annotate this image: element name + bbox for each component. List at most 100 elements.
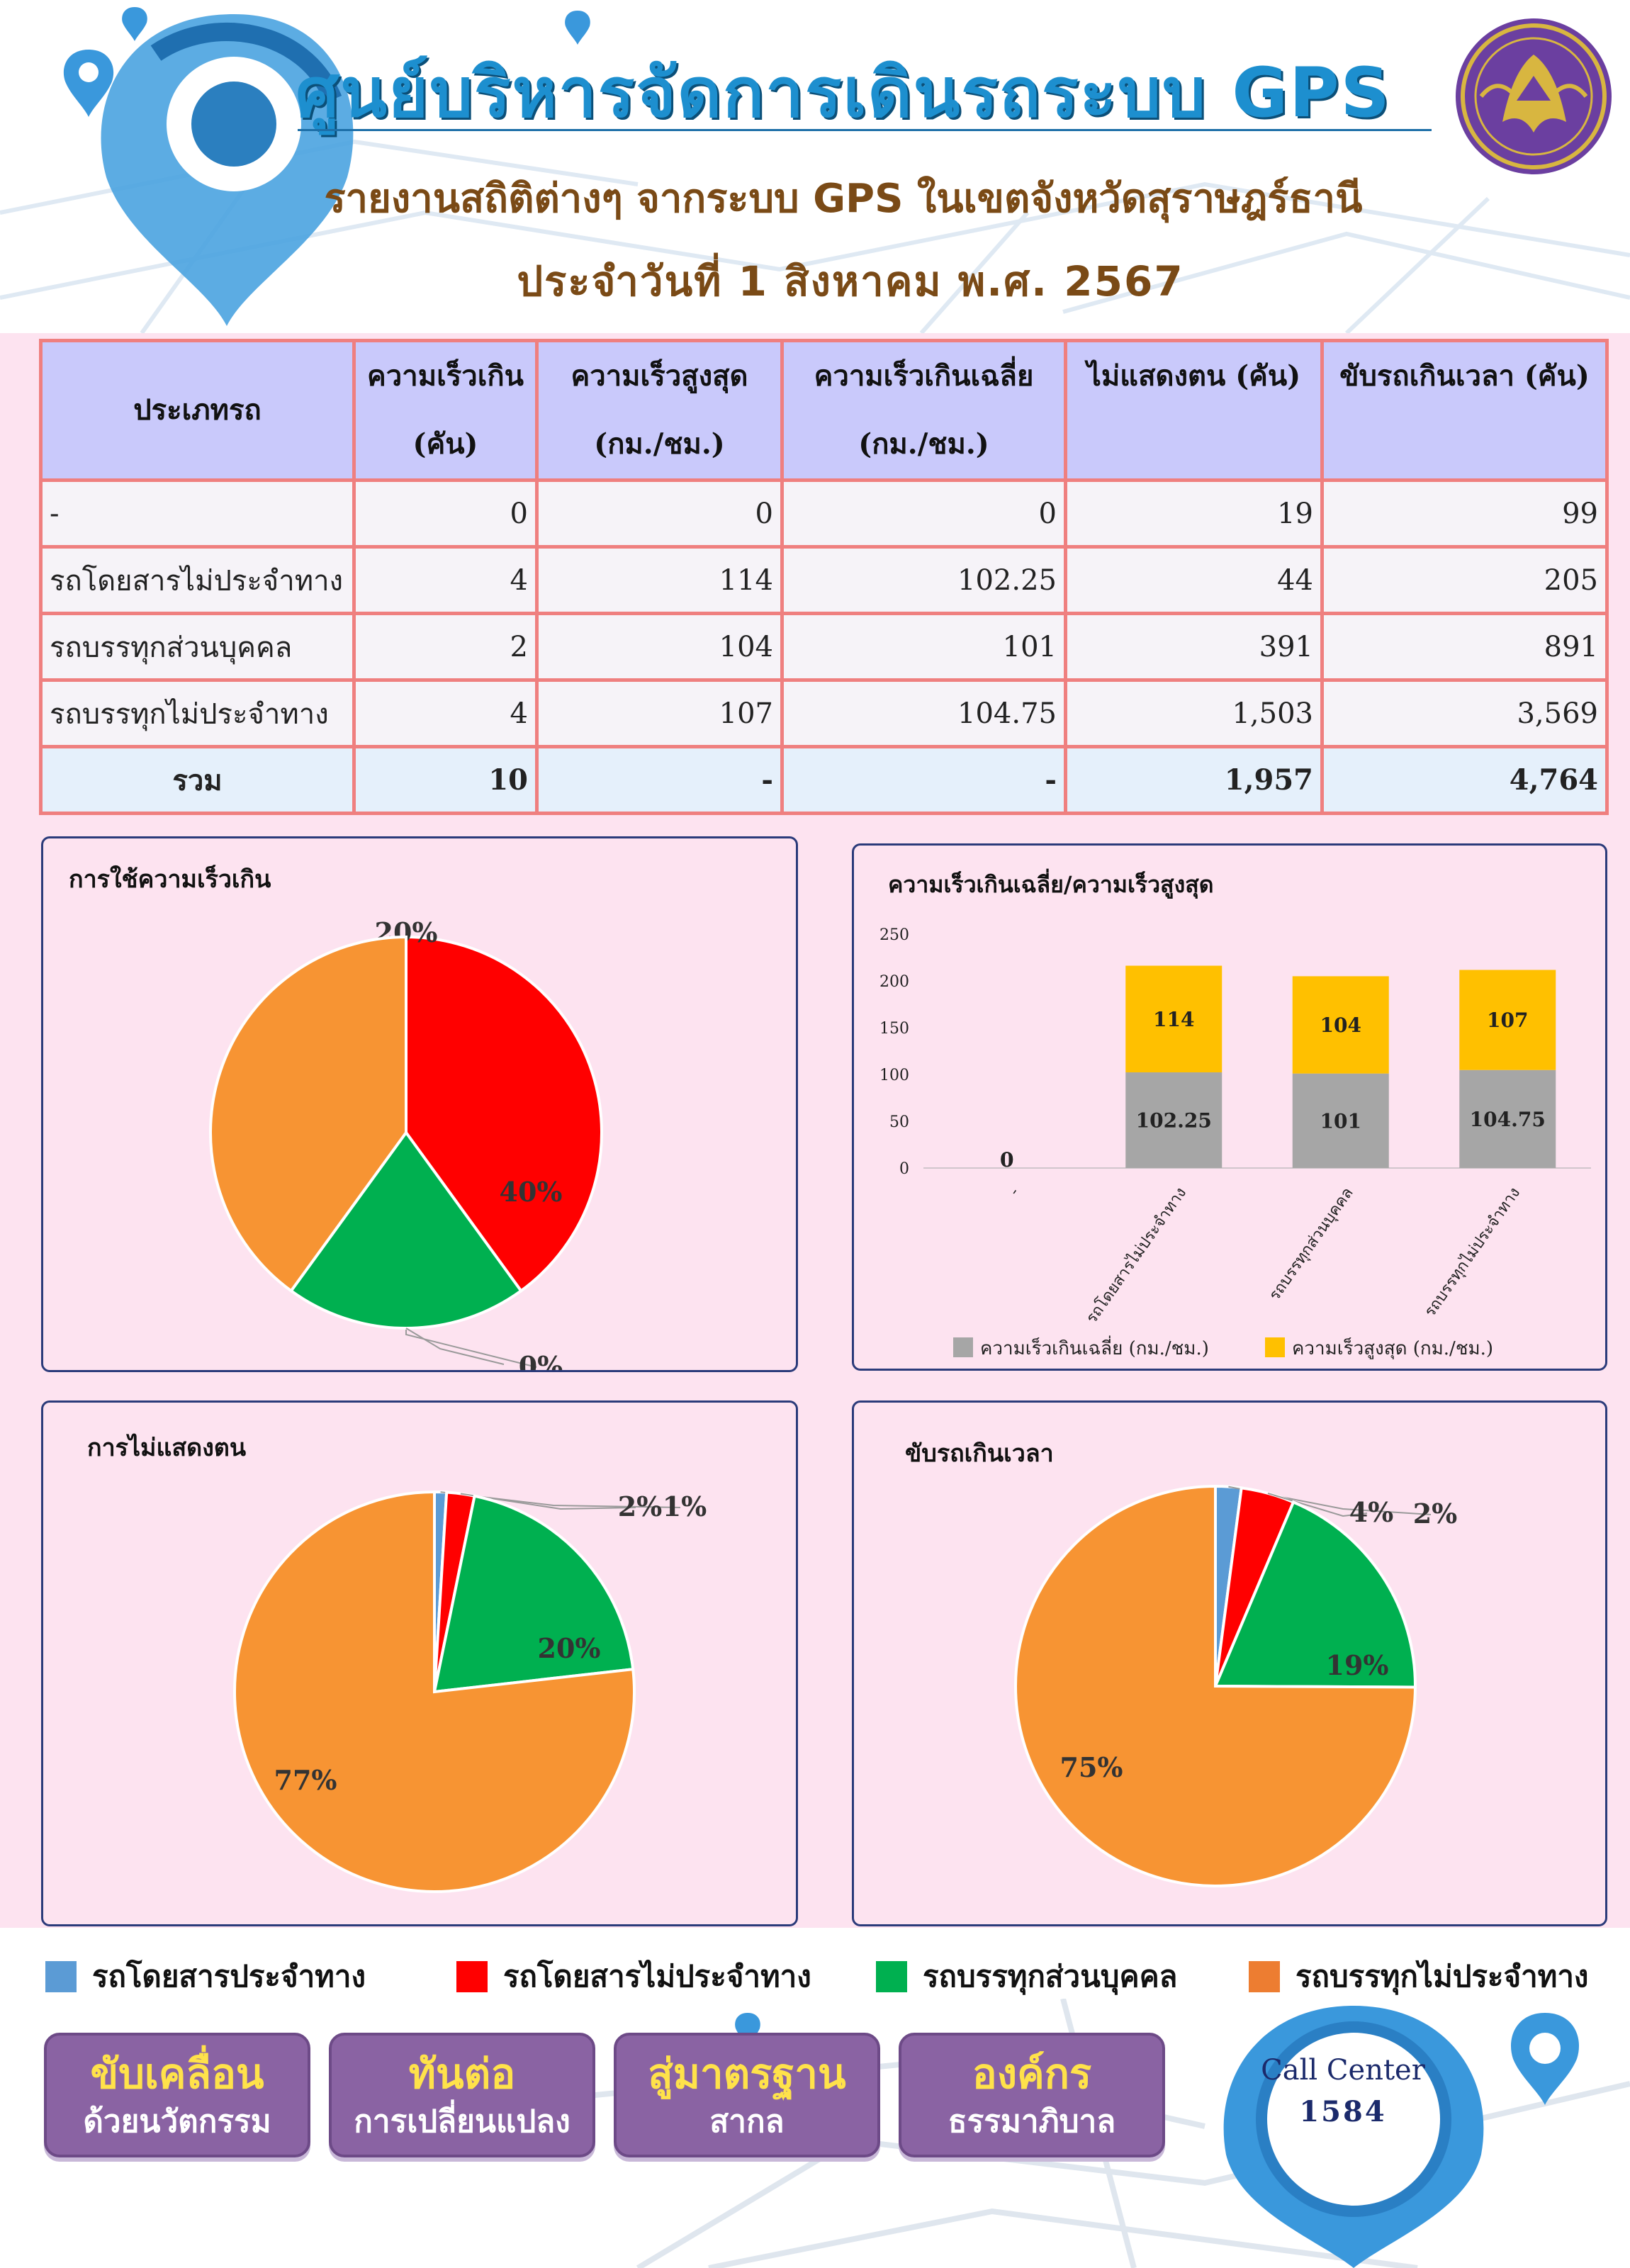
- legend-item: รถบรรทุกส่วนบุคคล: [876, 1953, 1177, 1994]
- table-cell: -: [535, 745, 784, 815]
- bar-segment: [1125, 1072, 1222, 1168]
- pie-slice: [1014, 1484, 1417, 1887]
- x-tick-label: รถบรรทุกไม่ประจำทาง: [1421, 1184, 1524, 1320]
- bar-data-label: 104.75: [1470, 1108, 1546, 1131]
- pie-data-label: 40%: [500, 1176, 563, 1208]
- y-tick-label: 0: [899, 1160, 909, 1178]
- table-cell: 0: [535, 478, 784, 549]
- header-speeding-count: ความเร็วเกิน (คัน): [352, 339, 539, 482]
- table-cell: 10: [352, 745, 539, 815]
- table-total-row: รวม 10 - - 1,957 4,764: [39, 745, 1609, 815]
- bar-data-label: 0: [1000, 1148, 1013, 1172]
- table-cell: รถบรรทุกส่วนบุคคล: [39, 612, 356, 682]
- slogan-governance: องค์กร ธรรมาภิบาล: [899, 2033, 1165, 2157]
- table-cell: 102.25: [780, 545, 1067, 615]
- bar-segment: [1459, 1070, 1556, 1168]
- header-vehicle-type: ประเภทรถ: [39, 339, 356, 482]
- table-cell: 0: [780, 478, 1067, 549]
- legend-swatch: [456, 1961, 488, 1992]
- bar-data-label: 102.25: [1136, 1109, 1212, 1133]
- legend-swatch: [876, 1961, 907, 1992]
- table-cell: 104.75: [780, 678, 1067, 748]
- pie-data-label: 20%: [538, 1632, 601, 1664]
- table-cell: 3,569: [1320, 678, 1609, 748]
- report-header: ศูนย์บริหารจัดการเดินรถระบบ GPS รายงานสถ…: [0, 0, 1630, 333]
- slogan-standard: สู่มาตรฐาน สากล: [614, 2033, 880, 2157]
- legend-swatch: [953, 1337, 973, 1357]
- speed-bar-chart-panel: ความเร็วเกินเฉลี่ย/ความเร็วสูงสุด 0 50 100…: [852, 843, 1607, 1371]
- statistics-table: ประเภทรถ ความเร็วเกิน (คัน) ความเร็วสูงสุ…: [39, 339, 1609, 815]
- table-row: รถโดยสารไม่ประจำทาง 4 114 102.25 44 205: [39, 545, 1609, 615]
- table-cell: 19: [1064, 478, 1324, 549]
- table-cell: 391: [1064, 612, 1324, 682]
- table-cell: 104: [535, 612, 784, 682]
- legend-item: รถโดยสารไม่ประจำทาง: [456, 1953, 811, 1994]
- bar-data-label: 107: [1487, 1009, 1528, 1032]
- leader-line: [460, 1493, 636, 1510]
- pie-slice: [405, 935, 603, 1293]
- y-tick-label: 250: [879, 926, 909, 944]
- legend-swatch: [1265, 1337, 1285, 1357]
- header-avg-speed: ความเร็วเกินเฉลี่ย (กม./ชม.): [780, 339, 1067, 482]
- vehicle-type-legend: รถโดยสารประจำทาง รถโดยสารไม่ประจำทาง รถบ…: [0, 1928, 1630, 1999]
- header-overtime: ขับรถเกินเวลา (คัน): [1320, 339, 1609, 482]
- table-cell: 4: [352, 545, 539, 615]
- chart-title: ขับรถเกินเวลา: [905, 1439, 1054, 1468]
- header-no-identify: ไม่แสดงตน (คัน): [1064, 339, 1324, 482]
- bar-data-label: 101: [1320, 1109, 1361, 1133]
- pie-data-label: 77%: [274, 1764, 337, 1796]
- pie-data-label: 2%: [618, 1491, 663, 1522]
- call-center-pin-icon: [1223, 2006, 1484, 2268]
- table-cell: -: [39, 478, 356, 549]
- bar-segment: [1459, 970, 1556, 1070]
- pie-slice: [209, 935, 408, 1293]
- pie-slice: [1213, 1500, 1417, 1689]
- bar-segment: [1292, 976, 1389, 1074]
- pie-data-label: 4%: [1349, 1496, 1394, 1528]
- table-cell: 1,503: [1064, 678, 1324, 748]
- chart-title: ความเร็วเกินเฉลี่ย/ความเร็วสูงสุด: [888, 871, 1214, 898]
- y-tick-label: 200: [879, 973, 909, 991]
- y-tick-label: 150: [879, 1020, 909, 1038]
- x-tick-label: รถโดยสารไม่ประจำทาง: [1082, 1184, 1190, 1327]
- report-date: ประจำวันที่ 1 สิงหาคม พ.ศ. 2567: [517, 257, 1184, 305]
- slogan-change: ทันต่อ การเปลี่ยนแปลง: [329, 2033, 595, 2157]
- table-cell: 0: [352, 478, 539, 549]
- pie-data-label: 2%: [1413, 1498, 1458, 1529]
- table-cell: 44: [1064, 545, 1324, 615]
- speeding-chart-panel: การใช้ความเร็วเกิน 0%40%20%40%: [41, 836, 798, 1372]
- table-cell: 101: [780, 612, 1067, 682]
- pie-slice: [233, 1490, 636, 1893]
- table-row: รถบรรทุกส่วนบุคคล 2 104 101 391 891: [39, 612, 1609, 682]
- legend-swatch: [45, 1961, 77, 1992]
- report-subtitle: รายงานสถิติต่างๆ จากระบบ GPS ในเขตจังหวั…: [324, 176, 1363, 222]
- y-tick-label: 100: [879, 1067, 909, 1084]
- bar-data-label: 0: [1000, 1148, 1013, 1172]
- table-cell: 2: [352, 612, 539, 682]
- table-cell: 4: [352, 678, 539, 748]
- call-center-label: Call Center: [1261, 2054, 1425, 2087]
- table-cell: 99: [1320, 478, 1609, 549]
- bar-data-label: 114: [1153, 1008, 1194, 1031]
- report-title: ศูนย์บริหารจัดการเดินรถระบบ GPS: [296, 53, 1391, 133]
- x-tick-label: รถบรรทุกส่วนบุคคล: [1266, 1184, 1356, 1304]
- slogan-innovation: ขับเคลื่อน ด้วยนวัตกรรม: [44, 2033, 310, 2157]
- table-cell: 1,957: [1064, 745, 1324, 815]
- table-cell: รวม: [39, 745, 356, 815]
- table-cell: 205: [1320, 545, 1609, 615]
- no-identify-pie-chart: 1%2% 20% 77%: [233, 1490, 707, 1893]
- table-row: - 0 0 0 19 99: [39, 478, 1609, 549]
- speeding-pie-chart: 0%40%20%40%: [209, 916, 603, 1370]
- pie-slice: [432, 1494, 635, 1694]
- header-max-speed: ความเร็วสูงสุด (กม./ชม.): [535, 339, 784, 482]
- x-tick-label: -: [1006, 1184, 1023, 1198]
- call-center-number: 1584: [1299, 2095, 1387, 2128]
- y-tick-label: 50: [889, 1113, 909, 1131]
- overtime-chart-panel: ขับรถเกินเวลา 2% 4% 19% 75%: [852, 1400, 1607, 1926]
- pie-data-label: 1%: [663, 1491, 707, 1522]
- map-background-graphic: [0, 7, 1630, 333]
- table-cell: 114: [535, 545, 784, 615]
- pie-data-label: 19%: [1326, 1649, 1389, 1681]
- table-cell: 107: [535, 678, 784, 748]
- table-cell: 4,764: [1320, 745, 1609, 815]
